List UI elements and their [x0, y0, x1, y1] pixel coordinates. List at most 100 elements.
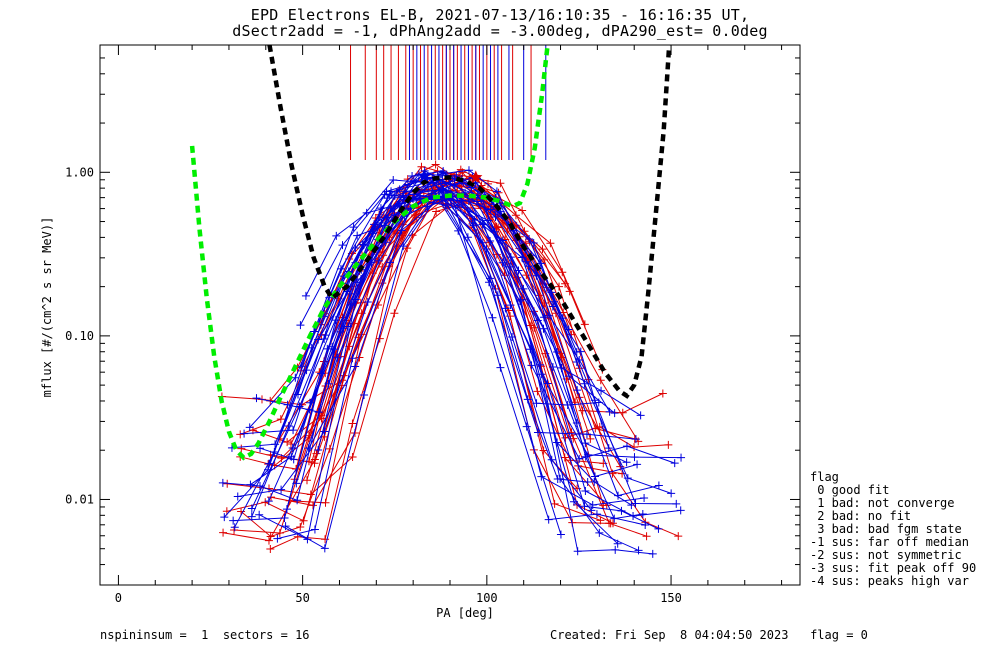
data-point: [496, 179, 505, 188]
data-point: [390, 309, 399, 318]
data-point: [677, 453, 686, 462]
data-point: [424, 183, 433, 192]
x-tick-label: 100: [476, 591, 498, 605]
data-point: [469, 221, 478, 230]
data-point: [590, 477, 599, 486]
spectrum-line: [258, 196, 646, 541]
data-point: [587, 506, 596, 515]
data-point: [596, 516, 605, 525]
data-point: [264, 536, 273, 545]
data-point: [550, 499, 559, 508]
data-point: [303, 535, 312, 544]
data-point: [362, 208, 371, 217]
data-point: [630, 453, 639, 462]
data-point: [240, 429, 249, 438]
legend-item: 2 bad: no fit: [810, 509, 912, 523]
data-point: [525, 235, 534, 244]
data-point: [648, 549, 657, 558]
black-fit-curve: [267, 44, 672, 399]
data-point: [522, 422, 531, 431]
data-point: [640, 493, 649, 502]
data-point: [374, 256, 383, 265]
chart-title-line2: dSectr2add = -1, dPhAng2add = -3.00deg, …: [232, 22, 768, 40]
data-point: [537, 259, 546, 268]
data-point: [524, 262, 533, 271]
data-point: [431, 160, 440, 169]
data-point: [633, 460, 642, 469]
data-point: [672, 499, 681, 508]
legend-item: -2 sus: not symmetric: [810, 548, 962, 562]
y-axis-label: mflux [#/(cm^2 s sr MeV)]: [40, 216, 54, 398]
data-point: [544, 311, 553, 320]
data-point: [348, 354, 357, 363]
data-point: [553, 438, 562, 447]
data-point: [380, 190, 389, 199]
footer-left: nspininsum = 1 sectors = 16: [100, 628, 310, 642]
legend-item: -3 sus: fit peak off 90: [810, 561, 977, 575]
data-point: [610, 409, 619, 418]
x-tick-label: 0: [115, 591, 122, 605]
data-point: [389, 175, 398, 184]
data-point: [332, 231, 341, 240]
data-point: [245, 423, 254, 432]
data-point: [280, 513, 289, 522]
data-point: [557, 363, 566, 372]
data-point: [522, 271, 531, 280]
data-point: [321, 498, 330, 507]
data-point: [306, 490, 315, 499]
data-point: [353, 231, 362, 240]
data-point: [622, 442, 631, 451]
data-point: [367, 258, 376, 267]
data-point: [247, 512, 256, 521]
data-point: [301, 291, 310, 300]
data-point: [458, 168, 467, 177]
data-point: [351, 362, 360, 371]
legend-item: 0 good fit: [810, 483, 890, 497]
data-point: [360, 391, 369, 400]
data-point: [287, 452, 296, 461]
legend-item: 1 bad: not converge: [810, 496, 955, 510]
data-point: [348, 452, 357, 461]
data-point: [220, 513, 229, 522]
data-point: [247, 504, 256, 513]
data-point: [539, 324, 548, 333]
data-point: [409, 176, 418, 185]
data-point: [283, 400, 292, 409]
data-point: [273, 534, 282, 543]
data-point: [555, 282, 564, 291]
data-point: [344, 322, 353, 331]
data-point: [515, 296, 524, 305]
data-point: [395, 185, 404, 194]
data-point: [491, 213, 500, 222]
data-point: [266, 532, 275, 541]
data-point: [296, 523, 305, 532]
data-point: [642, 532, 651, 541]
data-point: [518, 206, 527, 215]
data-point: [310, 455, 319, 464]
data-point: [237, 444, 246, 453]
y-tick-label: 1.00: [65, 165, 94, 179]
data-point: [575, 355, 584, 364]
data-point: [658, 389, 667, 398]
data-point: [393, 200, 402, 209]
data-point: [582, 430, 591, 439]
data-point: [676, 506, 685, 515]
data-point: [532, 399, 541, 408]
data-point: [284, 421, 293, 430]
data-point: [283, 438, 292, 447]
data-point: [271, 440, 280, 449]
data-point: [219, 528, 228, 537]
data-point: [496, 363, 505, 372]
data-point: [275, 528, 284, 537]
data-point: [558, 314, 567, 323]
spectrum-line: [300, 169, 610, 449]
data-point: [592, 510, 601, 519]
data-point: [544, 515, 553, 524]
data-point: [543, 379, 552, 388]
data-point: [233, 492, 242, 501]
data-point: [302, 366, 311, 375]
data-point: [553, 475, 562, 484]
data-point: [323, 344, 332, 353]
green-fit-curve: [189, 44, 550, 461]
